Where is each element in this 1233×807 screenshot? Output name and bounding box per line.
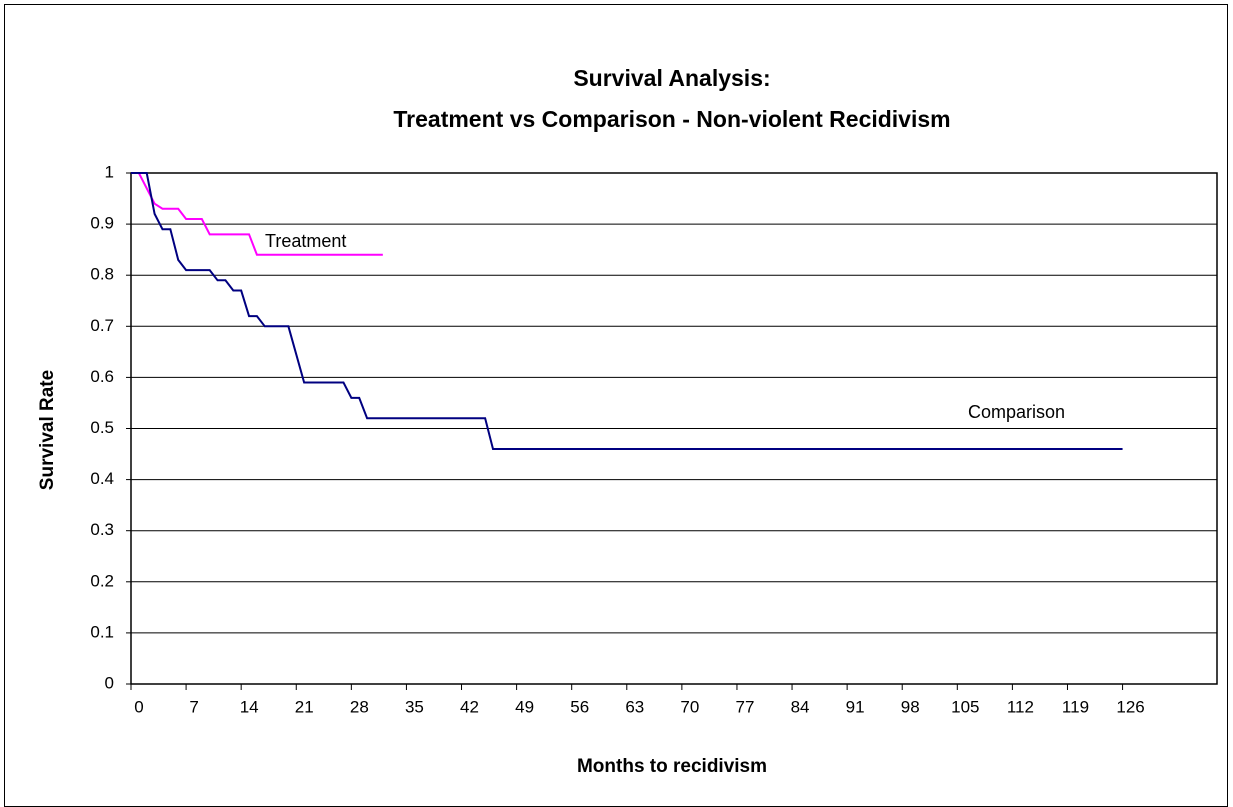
x-tick-label: 70 (680, 697, 699, 716)
y-tick-label: 0.6 (90, 367, 114, 386)
series-line (131, 172, 1123, 450)
x-tick-label: 49 (515, 697, 534, 716)
y-axis-title: Survival Rate (37, 370, 58, 490)
chart-subtitle: Treatment vs Comparison - Non-violent Re… (393, 106, 950, 132)
y-tick-label: 0 (105, 673, 114, 692)
x-tick-label: 42 (460, 697, 479, 716)
x-tick-label: 14 (240, 697, 259, 716)
y-tick-label: 0.5 (90, 418, 114, 437)
x-tick-label: 63 (625, 697, 644, 716)
y-tick-label: 0.2 (90, 571, 114, 590)
x-tick-label: 91 (846, 697, 865, 716)
x-tick-label: 21 (295, 697, 314, 716)
y-tick-label: 0.4 (90, 469, 114, 488)
x-tick-label: 0 (134, 697, 143, 716)
y-tick-label: 0.7 (90, 316, 114, 335)
chart-border (4, 4, 1228, 807)
y-tick-label: 0.1 (90, 622, 114, 641)
x-tick-label: 28 (350, 697, 369, 716)
y-tick-label: 1 (105, 162, 114, 181)
y-tick-label: 0.8 (90, 265, 114, 284)
x-tick-label: 105 (951, 697, 979, 716)
x-tick-label: 56 (570, 697, 589, 716)
plot-area (130, 172, 1218, 685)
x-axis-title: Months to recidivism (577, 756, 767, 777)
series-annotation: Treatment (265, 231, 346, 251)
x-tick-label: 126 (1116, 697, 1144, 716)
x-tick-label: 77 (735, 697, 754, 716)
series-annotation: Comparison (968, 402, 1065, 422)
x-tick-label: 84 (791, 697, 810, 716)
x-tick-label: 119 (1062, 697, 1089, 716)
x-tick-label: 112 (1007, 697, 1034, 716)
chart-title: Survival Analysis: (573, 65, 770, 91)
x-tick-label: 7 (189, 697, 198, 716)
y-tick-label: 0.3 (90, 520, 114, 539)
y-tick-label: 0.9 (90, 214, 114, 233)
x-tick-label: 98 (901, 697, 920, 716)
x-tick-label: 35 (405, 697, 424, 716)
series-line (131, 172, 383, 256)
